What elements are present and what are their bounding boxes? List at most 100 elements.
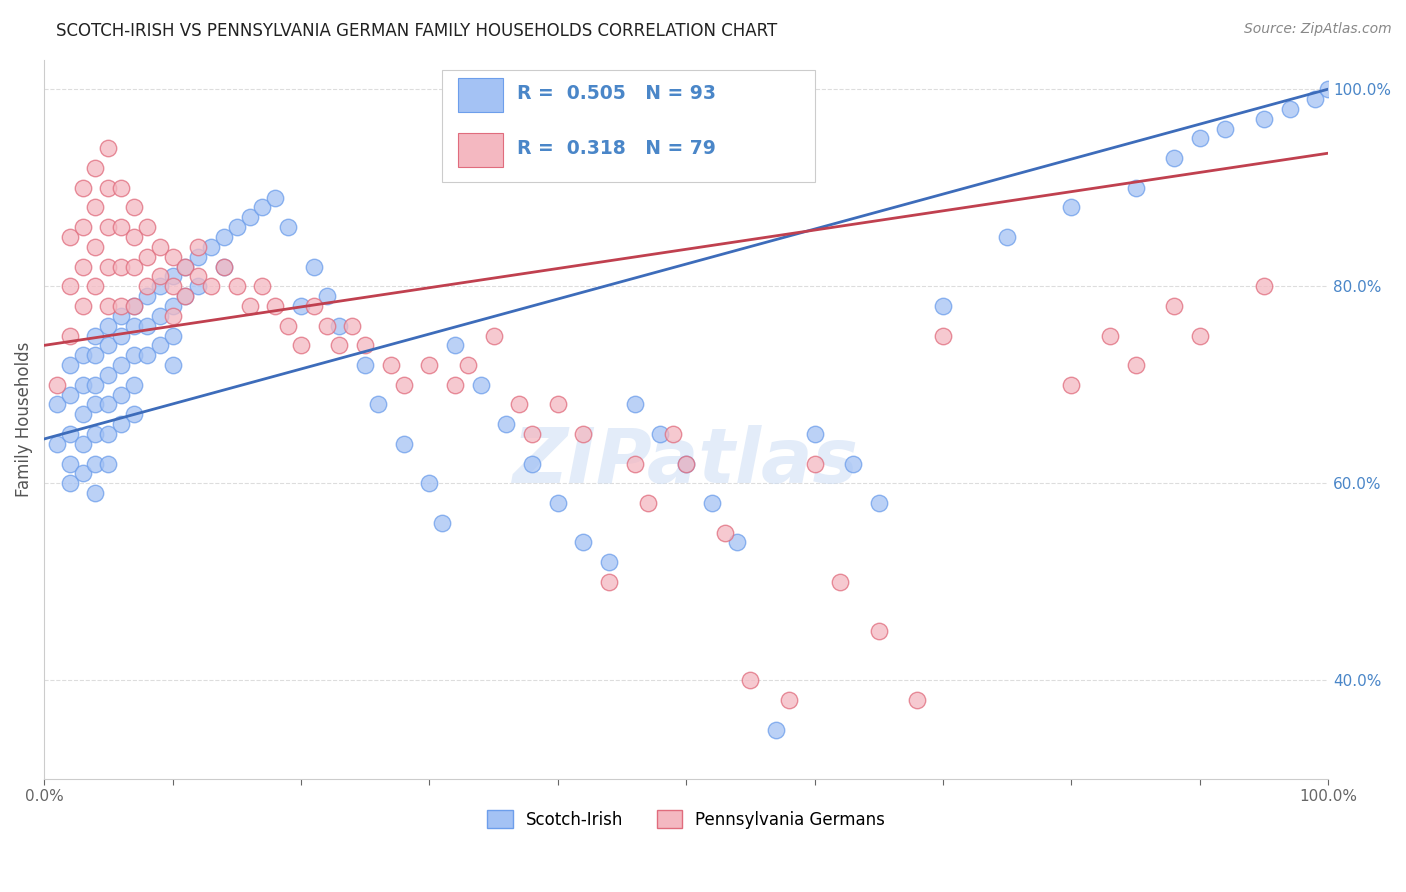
- Point: [675, 457, 697, 471]
- Point: [135, 220, 157, 235]
- Point: [122, 407, 145, 421]
- Point: [84, 279, 107, 293]
- Point: [135, 289, 157, 303]
- Point: [1060, 201, 1083, 215]
- Point: [1278, 102, 1301, 116]
- Point: [149, 279, 172, 293]
- Point: [162, 358, 184, 372]
- FancyBboxPatch shape: [457, 78, 502, 112]
- Point: [97, 299, 120, 313]
- Point: [225, 220, 247, 235]
- Point: [200, 279, 222, 293]
- Point: [803, 427, 825, 442]
- Point: [59, 427, 82, 442]
- Point: [650, 427, 672, 442]
- Point: [637, 496, 659, 510]
- Point: [1215, 121, 1237, 136]
- Point: [46, 397, 69, 411]
- Point: [662, 427, 685, 442]
- Point: [174, 289, 197, 303]
- Point: [212, 230, 235, 244]
- Point: [97, 141, 120, 155]
- Point: [97, 368, 120, 382]
- Point: [868, 496, 890, 510]
- Point: [135, 279, 157, 293]
- Point: [1125, 180, 1147, 194]
- Text: ZIPatlas: ZIPatlas: [513, 425, 859, 500]
- Point: [122, 260, 145, 274]
- Point: [727, 535, 749, 549]
- Point: [97, 180, 120, 194]
- Point: [59, 387, 82, 401]
- Point: [97, 457, 120, 471]
- Point: [72, 220, 94, 235]
- Point: [149, 240, 172, 254]
- Point: [212, 260, 235, 274]
- Point: [84, 397, 107, 411]
- Point: [1188, 131, 1211, 145]
- Point: [354, 338, 377, 352]
- Point: [110, 358, 132, 372]
- Point: [84, 161, 107, 175]
- Point: [495, 417, 517, 432]
- Point: [122, 230, 145, 244]
- Point: [225, 279, 247, 293]
- Point: [457, 358, 479, 372]
- Point: [84, 328, 107, 343]
- Point: [623, 457, 645, 471]
- Point: [520, 427, 543, 442]
- Point: [110, 328, 132, 343]
- Point: [342, 318, 364, 333]
- Point: [72, 377, 94, 392]
- Point: [59, 358, 82, 372]
- Point: [264, 190, 287, 204]
- Point: [520, 457, 543, 471]
- Point: [700, 496, 723, 510]
- Point: [238, 211, 260, 225]
- Point: [200, 240, 222, 254]
- Point: [162, 299, 184, 313]
- Point: [187, 240, 209, 254]
- Point: [122, 299, 145, 313]
- Point: [1317, 82, 1340, 96]
- Point: [212, 260, 235, 274]
- Point: [135, 250, 157, 264]
- Point: [778, 693, 800, 707]
- Point: [1060, 377, 1083, 392]
- Point: [110, 387, 132, 401]
- Point: [623, 397, 645, 411]
- Point: [1163, 151, 1185, 165]
- Point: [46, 377, 69, 392]
- Point: [84, 377, 107, 392]
- Point: [444, 377, 467, 392]
- Text: R =  0.318   N = 79: R = 0.318 N = 79: [516, 138, 716, 158]
- Text: Source: ZipAtlas.com: Source: ZipAtlas.com: [1244, 22, 1392, 37]
- Point: [277, 318, 299, 333]
- Point: [174, 289, 197, 303]
- Point: [110, 180, 132, 194]
- Point: [122, 377, 145, 392]
- Point: [162, 328, 184, 343]
- Point: [547, 496, 569, 510]
- Point: [1098, 328, 1121, 343]
- Point: [97, 318, 120, 333]
- Point: [149, 309, 172, 323]
- Point: [162, 250, 184, 264]
- Point: [392, 437, 415, 451]
- Point: [547, 397, 569, 411]
- Point: [97, 397, 120, 411]
- Point: [72, 467, 94, 481]
- Point: [110, 417, 132, 432]
- Point: [84, 201, 107, 215]
- Point: [264, 299, 287, 313]
- Point: [84, 486, 107, 500]
- Point: [46, 437, 69, 451]
- Point: [187, 279, 209, 293]
- Point: [765, 723, 787, 737]
- Legend: Scotch-Irish, Pennsylvania Germans: Scotch-Irish, Pennsylvania Germans: [481, 804, 891, 835]
- Point: [174, 260, 197, 274]
- Point: [84, 240, 107, 254]
- Point: [72, 348, 94, 362]
- Point: [290, 338, 312, 352]
- Point: [59, 279, 82, 293]
